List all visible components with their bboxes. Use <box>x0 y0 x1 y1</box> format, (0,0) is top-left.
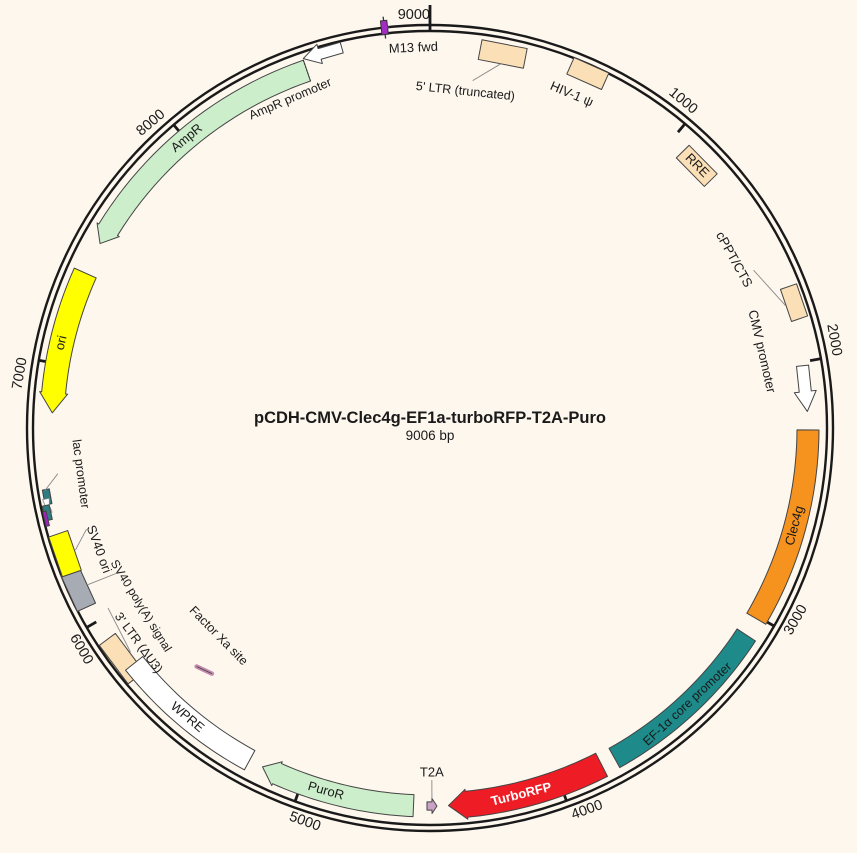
svg-text:5000: 5000 <box>287 809 323 835</box>
svg-text:7000: 7000 <box>9 356 30 391</box>
svg-text:Factor Xa site: Factor Xa site <box>187 603 251 668</box>
svg-text:M13 fwd: M13 fwd <box>389 39 439 56</box>
svg-text:cPPT/CTS: cPPT/CTS <box>713 229 756 290</box>
svg-text:pCDH-CMV-Clec4g-EF1a-turboRFP-: pCDH-CMV-Clec4g-EF1a-turboRFP-T2A-Puro <box>254 409 606 427</box>
svg-text:lac promoter: lac promoter <box>69 439 92 510</box>
svg-text:T2A: T2A <box>420 764 444 779</box>
svg-text:EF-1α core promoter: EF-1α core promoter <box>640 659 734 748</box>
svg-text:9000: 9000 <box>398 7 430 23</box>
svg-text:5' LTR (truncated): 5' LTR (truncated) <box>415 79 515 103</box>
svg-text:9006 bp: 9006 bp <box>406 428 455 443</box>
svg-text:4000: 4000 <box>569 797 605 823</box>
svg-text:CMV promoter: CMV promoter <box>746 308 780 394</box>
